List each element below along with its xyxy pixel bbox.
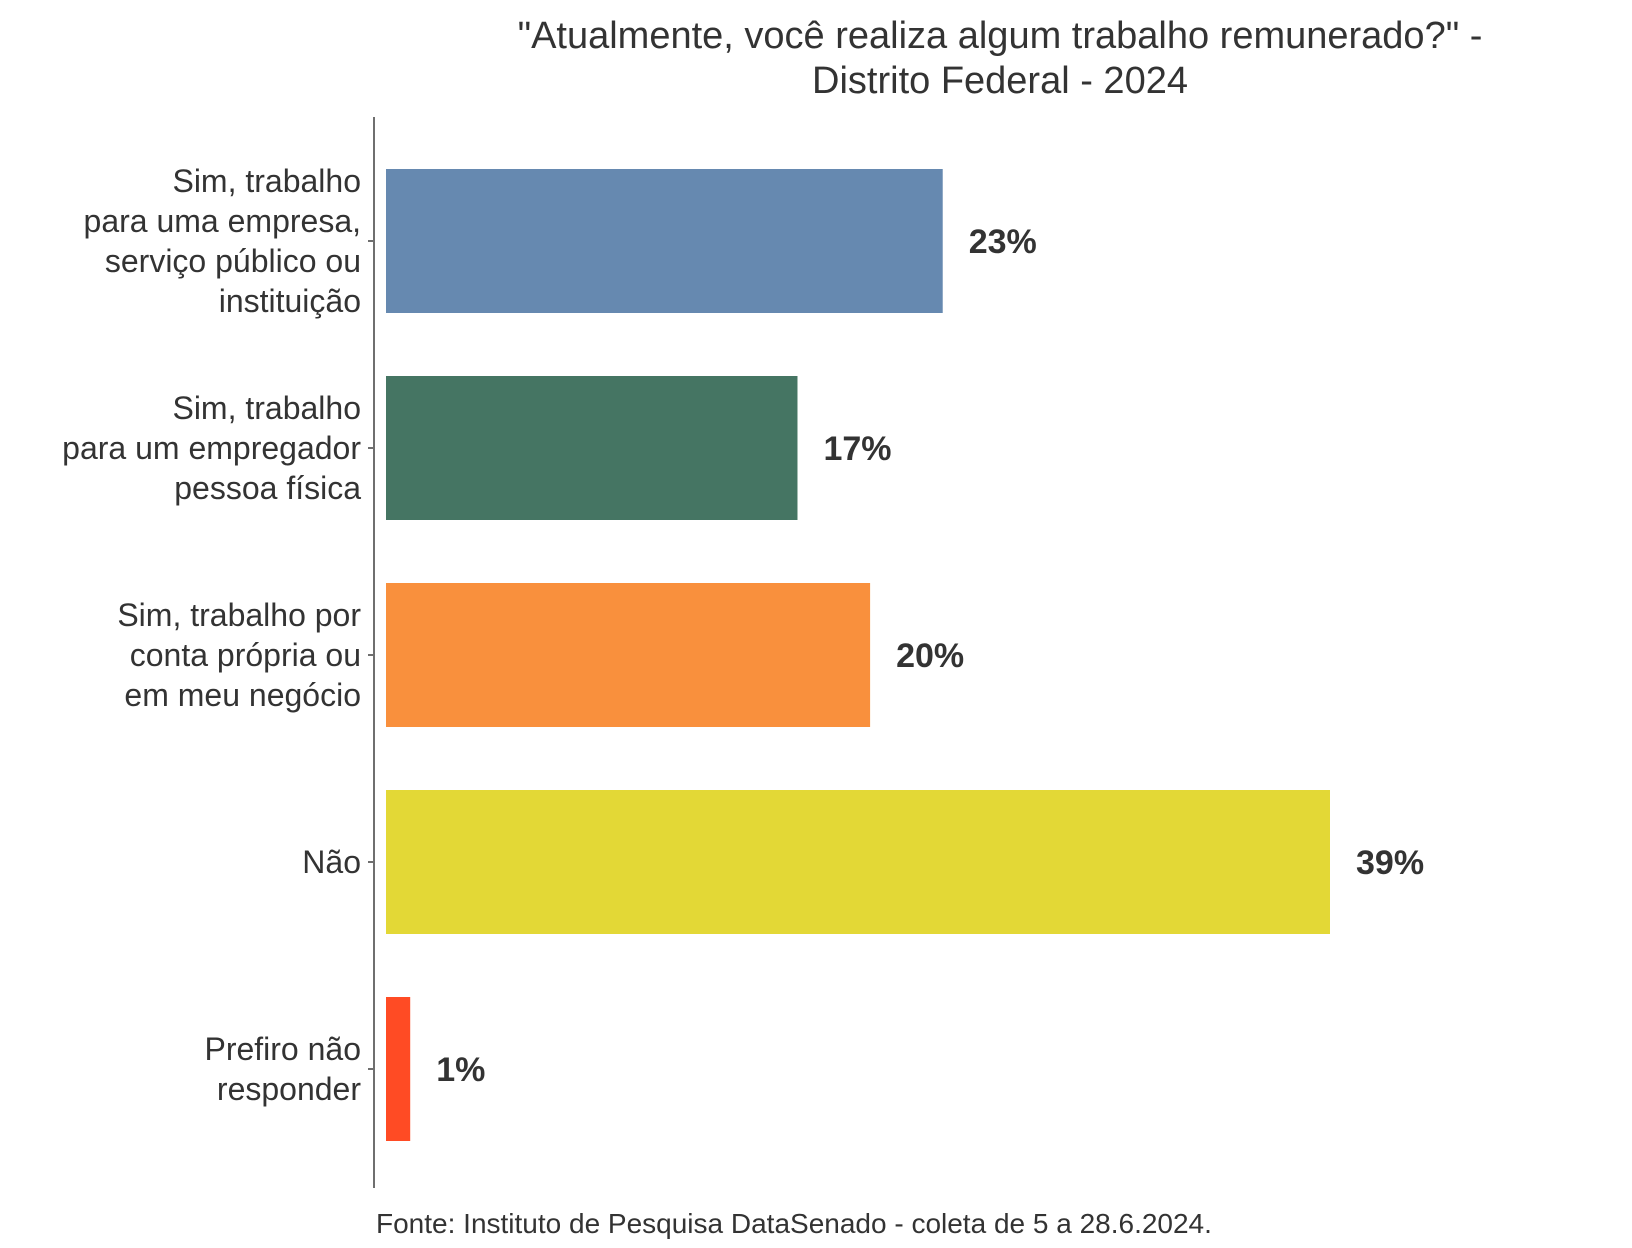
bar-1	[386, 169, 943, 313]
category-label-line: Não	[302, 844, 361, 880]
bar-3	[386, 583, 871, 727]
value-label-2: 17%	[823, 430, 891, 468]
category-label-3: Sim, trabalho por conta própria ou em meu …	[117, 597, 361, 713]
category-label-2: Sim, trabalho para um empregador pessoa fí…	[62, 390, 361, 506]
bar-4	[386, 790, 1330, 934]
chart-title-line-1: "Atualmente, você realiza algum trabalho…	[518, 15, 1483, 57]
category-label-1: Sim, trabalho para uma empresa, serviço pú…	[84, 163, 361, 319]
category-label-line: Sim, trabalho por	[117, 597, 361, 633]
value-labels: 23% 17% 20% 39% 1%	[436, 223, 1424, 1089]
category-label-line: para um empregador	[62, 430, 361, 466]
source-note: Fonte: Instituto de Pesquisa DataSenado …	[376, 1208, 1212, 1239]
chart-title: "Atualmente, você realiza algum trabalho…	[518, 15, 1483, 102]
chart-title-line-2: Distrito Federal - 2024	[812, 60, 1188, 102]
bars-layer	[368, 169, 1330, 1141]
value-label-5: 1%	[436, 1051, 485, 1089]
category-labels: Sim, trabalho para uma empresa, serviço pú…	[62, 163, 361, 1107]
category-label-line: conta própria ou	[130, 637, 361, 673]
category-label-line: pessoa física	[174, 470, 361, 506]
bar-2	[386, 376, 798, 520]
category-label-4: Não	[302, 844, 361, 880]
value-label-1: 23%	[969, 223, 1037, 261]
category-label-line: Prefiro não	[204, 1031, 361, 1067]
value-label-3: 20%	[896, 637, 964, 675]
category-label-line: em meu negócio	[124, 677, 361, 713]
category-label-5: Prefiro não responder	[204, 1031, 361, 1107]
category-label-line: responder	[217, 1071, 361, 1107]
category-label-line: serviço público ou	[105, 243, 361, 279]
category-label-line: Sim, trabalho	[172, 390, 361, 426]
category-label-line: Sim, trabalho	[172, 163, 361, 199]
category-label-line: para uma empresa,	[84, 203, 361, 239]
value-label-4: 39%	[1356, 844, 1424, 882]
bar-5	[386, 997, 411, 1141]
category-label-line: instituição	[219, 283, 361, 319]
